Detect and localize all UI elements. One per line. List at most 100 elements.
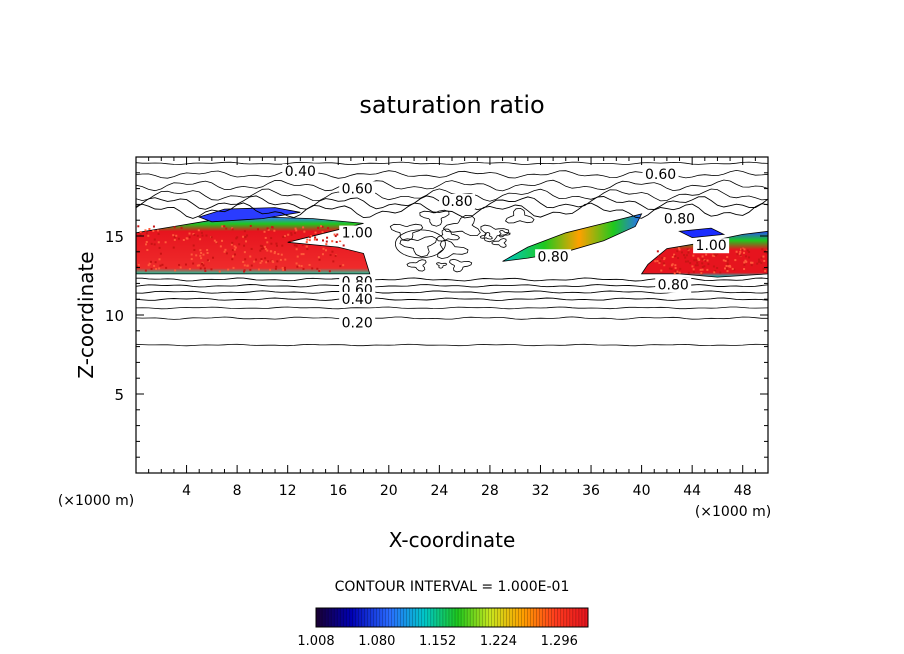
speckle <box>165 241 167 243</box>
speckle <box>706 269 708 271</box>
speckle <box>664 257 666 259</box>
speckle <box>199 238 201 240</box>
speckle <box>233 267 235 269</box>
speckle <box>318 256 320 258</box>
contour-line <box>136 162 768 165</box>
speckle <box>246 265 248 267</box>
speckle <box>309 264 311 266</box>
speckle <box>696 259 698 261</box>
speckle <box>161 264 163 266</box>
speckle <box>153 226 155 228</box>
x-tick-label: 44 <box>683 483 701 499</box>
colorbar: 1.008 1.080 1.152 1.224 1.296 <box>297 608 588 649</box>
speckle <box>137 225 139 227</box>
speckle <box>343 244 345 246</box>
speckle <box>207 259 209 261</box>
speckle <box>186 238 188 240</box>
speckle <box>326 237 328 239</box>
speckle <box>271 226 273 228</box>
speckle <box>146 241 148 243</box>
speckle <box>224 249 226 251</box>
speckle <box>199 249 201 251</box>
speckle <box>674 255 676 257</box>
speckle <box>259 250 261 252</box>
speckle <box>220 245 222 247</box>
speckle <box>309 236 311 238</box>
x-tick-label: 32 <box>532 483 550 499</box>
contour-labels-layer: 0.400.600.600.800.800.800.801.001.000.80… <box>282 164 729 332</box>
contour-line <box>136 298 768 300</box>
y-tick-label: 15 <box>105 228 124 246</box>
speckle <box>327 227 329 229</box>
speckle <box>672 256 674 258</box>
speckle <box>178 264 180 266</box>
speckle <box>339 265 341 267</box>
contour-line <box>443 215 480 235</box>
speckle <box>243 245 245 247</box>
speckle <box>282 267 284 269</box>
speckle <box>314 239 316 241</box>
speckle <box>294 244 296 246</box>
contour-label: 0.40 <box>342 292 373 308</box>
speckle <box>210 268 212 270</box>
speckle <box>174 239 176 241</box>
speckle <box>215 241 217 243</box>
speckle <box>158 267 160 269</box>
plot-area: 0.400.600.600.800.800.800.801.001.000.80… <box>105 157 768 499</box>
speckle <box>277 253 279 255</box>
contour-label: 0.80 <box>441 194 472 210</box>
speckle <box>697 264 699 266</box>
speckle <box>155 268 157 270</box>
speckle <box>748 256 750 258</box>
speckle <box>281 254 283 256</box>
speckle <box>181 227 183 229</box>
speckle <box>189 233 191 235</box>
speckle <box>260 258 262 260</box>
saturated-region-west <box>136 217 370 274</box>
speckle <box>759 261 761 263</box>
speckle <box>692 255 694 257</box>
speckle <box>158 241 160 243</box>
speckle <box>727 270 729 272</box>
speckle <box>763 260 765 262</box>
contour-label: 1.00 <box>342 226 373 242</box>
speckle <box>660 270 662 272</box>
speckle <box>322 231 324 233</box>
contour-line <box>136 344 768 346</box>
x-tick-label: 4 <box>182 483 191 499</box>
speckle <box>761 257 763 259</box>
speckle <box>154 239 156 241</box>
speckle <box>743 264 745 266</box>
speckle <box>197 265 199 267</box>
speckle <box>174 269 176 271</box>
x-unit-right: (×1000 m) <box>695 504 771 520</box>
speckle <box>257 228 259 230</box>
speckle <box>728 265 730 267</box>
speckle <box>297 256 299 258</box>
speckle <box>691 265 693 267</box>
speckle <box>675 270 677 272</box>
speckle <box>276 245 278 247</box>
speckle <box>697 259 699 261</box>
speckle <box>303 231 305 233</box>
speckle <box>306 246 308 248</box>
speckle <box>189 236 191 238</box>
speckle <box>244 251 246 253</box>
speckle <box>201 263 203 265</box>
speckle <box>756 263 758 265</box>
contour-line <box>136 307 768 309</box>
speckle <box>302 226 304 228</box>
speckle <box>331 240 333 242</box>
speckle <box>280 259 282 261</box>
speckle <box>296 266 298 268</box>
speckle <box>173 247 175 249</box>
colorbar-tick-label: 1.224 <box>480 634 517 649</box>
speckle <box>764 270 766 272</box>
speckle <box>265 248 267 250</box>
speckle <box>234 249 236 251</box>
speckle <box>165 267 167 269</box>
speckle <box>290 240 292 242</box>
contour-label: 0.80 <box>658 278 689 294</box>
speckle <box>724 267 726 269</box>
chart-title: saturation ratio <box>359 91 544 119</box>
